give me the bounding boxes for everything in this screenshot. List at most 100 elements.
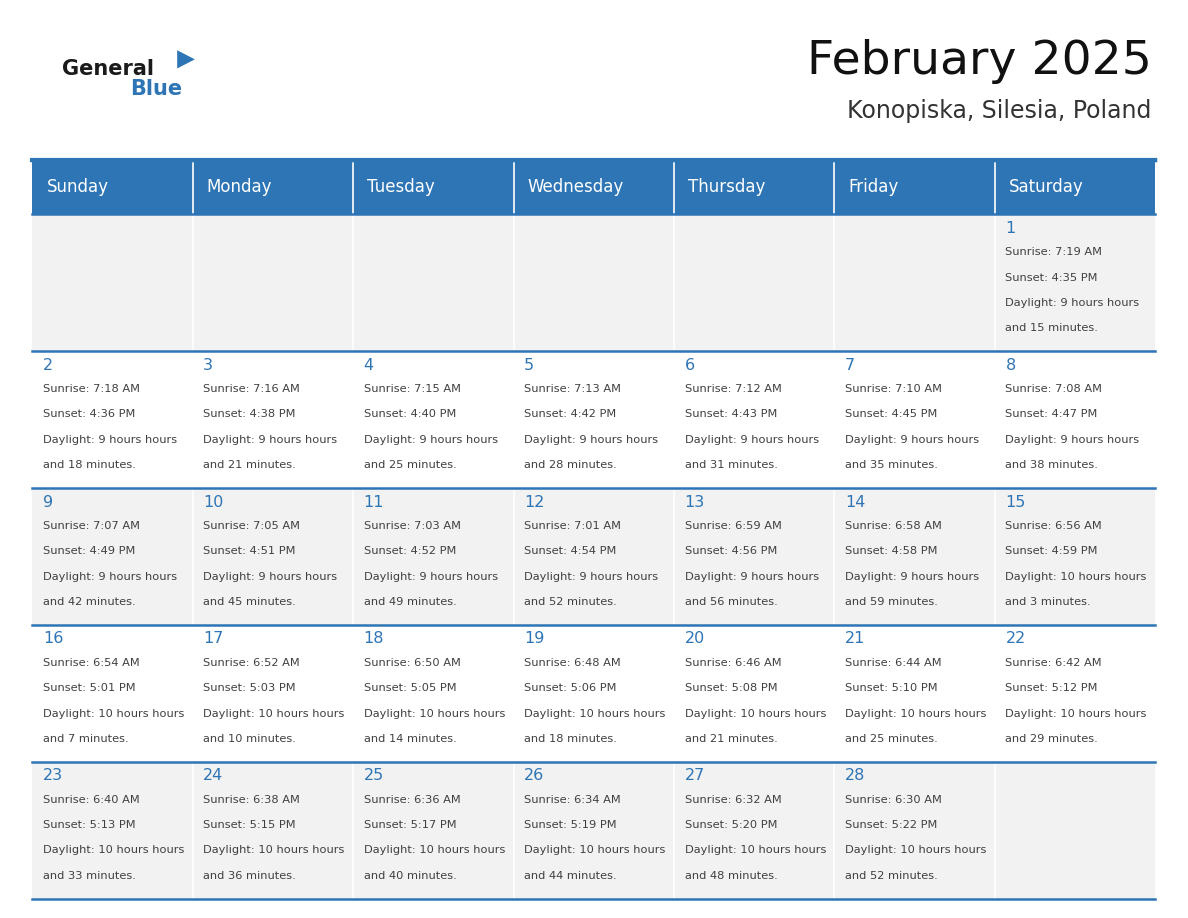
Bar	[32, 352, 1155, 488]
Text: and 42 minutes.: and 42 minutes.	[43, 597, 135, 607]
Text: Tuesday: Tuesday	[367, 178, 435, 196]
Text: Sunday: Sunday	[46, 178, 108, 196]
Text: Sunset: 5:22 PM: Sunset: 5:22 PM	[845, 820, 937, 830]
Text: Daylight: 10 hours hours: Daylight: 10 hours hours	[364, 845, 505, 856]
Text: and 7 minutes.: and 7 minutes.	[43, 733, 128, 744]
Text: Sunset: 5:19 PM: Sunset: 5:19 PM	[524, 820, 617, 830]
Text: Daylight: 9 hours hours: Daylight: 9 hours hours	[684, 572, 819, 582]
Text: 24: 24	[203, 768, 223, 783]
Text: Sunset: 4:52 PM: Sunset: 4:52 PM	[364, 546, 456, 556]
Text: Sunrise: 6:48 AM: Sunrise: 6:48 AM	[524, 658, 621, 668]
Text: Sunset: 5:20 PM: Sunset: 5:20 PM	[684, 820, 777, 830]
Text: Sunset: 4:54 PM: Sunset: 4:54 PM	[524, 546, 617, 556]
Bar	[32, 215, 1155, 352]
Text: Sunset: 4:49 PM: Sunset: 4:49 PM	[43, 546, 135, 556]
Text: Sunset: 4:56 PM: Sunset: 4:56 PM	[684, 546, 777, 556]
Text: and 21 minutes.: and 21 minutes.	[684, 733, 777, 744]
Text: 26: 26	[524, 768, 544, 783]
Text: Sunset: 4:43 PM: Sunset: 4:43 PM	[684, 409, 777, 420]
Text: Sunrise: 7:08 AM: Sunrise: 7:08 AM	[1005, 384, 1102, 394]
Text: 20: 20	[684, 632, 704, 646]
Text: 12: 12	[524, 495, 544, 509]
Text: Daylight: 10 hours hours: Daylight: 10 hours hours	[1005, 709, 1146, 719]
Text: and 31 minutes.: and 31 minutes.	[684, 460, 777, 470]
Text: and 25 minutes.: and 25 minutes.	[364, 460, 456, 470]
Text: Sunrise: 7:19 AM: Sunrise: 7:19 AM	[1005, 247, 1102, 257]
Text: and 36 minutes.: and 36 minutes.	[203, 871, 296, 880]
Text: 4: 4	[364, 358, 374, 373]
Text: and 25 minutes.: and 25 minutes.	[845, 733, 937, 744]
Text: Wednesday: Wednesday	[527, 178, 624, 196]
Text: 16: 16	[43, 632, 63, 646]
Text: and 14 minutes.: and 14 minutes.	[364, 733, 456, 744]
Text: Daylight: 9 hours hours: Daylight: 9 hours hours	[1005, 435, 1139, 445]
Text: February 2025: February 2025	[807, 39, 1151, 84]
Text: Sunrise: 6:34 AM: Sunrise: 6:34 AM	[524, 795, 621, 805]
Text: Daylight: 9 hours hours: Daylight: 9 hours hours	[43, 435, 177, 445]
Text: Sunrise: 6:54 AM: Sunrise: 6:54 AM	[43, 658, 140, 668]
Text: Daylight: 9 hours hours: Daylight: 9 hours hours	[524, 572, 658, 582]
Text: Daylight: 10 hours hours: Daylight: 10 hours hours	[684, 845, 826, 856]
Text: 9: 9	[43, 495, 53, 509]
Text: Sunrise: 6:30 AM: Sunrise: 6:30 AM	[845, 795, 942, 805]
Text: Sunset: 4:40 PM: Sunset: 4:40 PM	[364, 409, 456, 420]
Text: Sunrise: 6:38 AM: Sunrise: 6:38 AM	[203, 795, 301, 805]
Text: Sunrise: 6:56 AM: Sunrise: 6:56 AM	[1005, 521, 1102, 531]
Text: Sunset: 4:35 PM: Sunset: 4:35 PM	[1005, 273, 1098, 283]
Text: 3: 3	[203, 358, 214, 373]
Text: Sunrise: 7:10 AM: Sunrise: 7:10 AM	[845, 384, 942, 394]
Text: Thursday: Thursday	[688, 178, 765, 196]
Text: Daylight: 10 hours hours: Daylight: 10 hours hours	[43, 845, 184, 856]
Text: Sunrise: 6:40 AM: Sunrise: 6:40 AM	[43, 795, 140, 805]
Polygon shape	[177, 50, 195, 69]
Bar	[32, 488, 1155, 625]
Text: 22: 22	[1005, 632, 1025, 646]
Text: Sunset: 5:12 PM: Sunset: 5:12 PM	[1005, 683, 1098, 693]
Text: Sunrise: 7:01 AM: Sunrise: 7:01 AM	[524, 521, 621, 531]
Text: Sunset: 5:01 PM: Sunset: 5:01 PM	[43, 683, 135, 693]
Text: Daylight: 10 hours hours: Daylight: 10 hours hours	[203, 845, 345, 856]
Text: 14: 14	[845, 495, 865, 509]
Text: and 44 minutes.: and 44 minutes.	[524, 871, 617, 880]
Text: Konopiska, Silesia, Poland: Konopiska, Silesia, Poland	[847, 98, 1151, 123]
Text: Sunset: 5:10 PM: Sunset: 5:10 PM	[845, 683, 937, 693]
Text: Daylight: 9 hours hours: Daylight: 9 hours hours	[1005, 298, 1139, 308]
Text: and 38 minutes.: and 38 minutes.	[1005, 460, 1098, 470]
Text: Daylight: 10 hours hours: Daylight: 10 hours hours	[364, 709, 505, 719]
Text: 10: 10	[203, 495, 223, 509]
Text: and 45 minutes.: and 45 minutes.	[203, 597, 296, 607]
Text: Daylight: 9 hours hours: Daylight: 9 hours hours	[43, 572, 177, 582]
Text: and 56 minutes.: and 56 minutes.	[684, 597, 777, 607]
Text: Sunset: 5:17 PM: Sunset: 5:17 PM	[364, 820, 456, 830]
Text: Daylight: 10 hours hours: Daylight: 10 hours hours	[524, 845, 665, 856]
Text: and 10 minutes.: and 10 minutes.	[203, 733, 296, 744]
Text: Daylight: 10 hours hours: Daylight: 10 hours hours	[845, 845, 986, 856]
Text: and 49 minutes.: and 49 minutes.	[364, 597, 456, 607]
Text: Daylight: 10 hours hours: Daylight: 10 hours hours	[845, 709, 986, 719]
Text: and 35 minutes.: and 35 minutes.	[845, 460, 937, 470]
Text: Sunset: 4:36 PM: Sunset: 4:36 PM	[43, 409, 135, 420]
Text: Sunset: 4:38 PM: Sunset: 4:38 PM	[203, 409, 296, 420]
Text: Sunset: 4:42 PM: Sunset: 4:42 PM	[524, 409, 617, 420]
Text: and 48 minutes.: and 48 minutes.	[684, 871, 777, 880]
Text: 5: 5	[524, 358, 535, 373]
Text: Friday: Friday	[848, 178, 899, 196]
Text: 25: 25	[364, 768, 384, 783]
Text: Sunset: 5:08 PM: Sunset: 5:08 PM	[684, 683, 777, 693]
Text: 19: 19	[524, 632, 544, 646]
Text: 11: 11	[364, 495, 384, 509]
Text: Sunrise: 7:07 AM: Sunrise: 7:07 AM	[43, 521, 140, 531]
Text: and 21 minutes.: and 21 minutes.	[203, 460, 296, 470]
Text: Daylight: 9 hours hours: Daylight: 9 hours hours	[845, 572, 979, 582]
Text: 7: 7	[845, 358, 855, 373]
Text: Daylight: 9 hours hours: Daylight: 9 hours hours	[364, 572, 498, 582]
Text: Daylight: 10 hours hours: Daylight: 10 hours hours	[524, 709, 665, 719]
Text: Sunset: 5:15 PM: Sunset: 5:15 PM	[203, 820, 296, 830]
Text: 6: 6	[684, 358, 695, 373]
Text: Sunset: 4:58 PM: Sunset: 4:58 PM	[845, 546, 937, 556]
Bar	[32, 762, 1155, 899]
Text: and 18 minutes.: and 18 minutes.	[524, 733, 617, 744]
Text: 28: 28	[845, 768, 865, 783]
Text: and 52 minutes.: and 52 minutes.	[524, 597, 617, 607]
Text: Sunrise: 7:16 AM: Sunrise: 7:16 AM	[203, 384, 301, 394]
